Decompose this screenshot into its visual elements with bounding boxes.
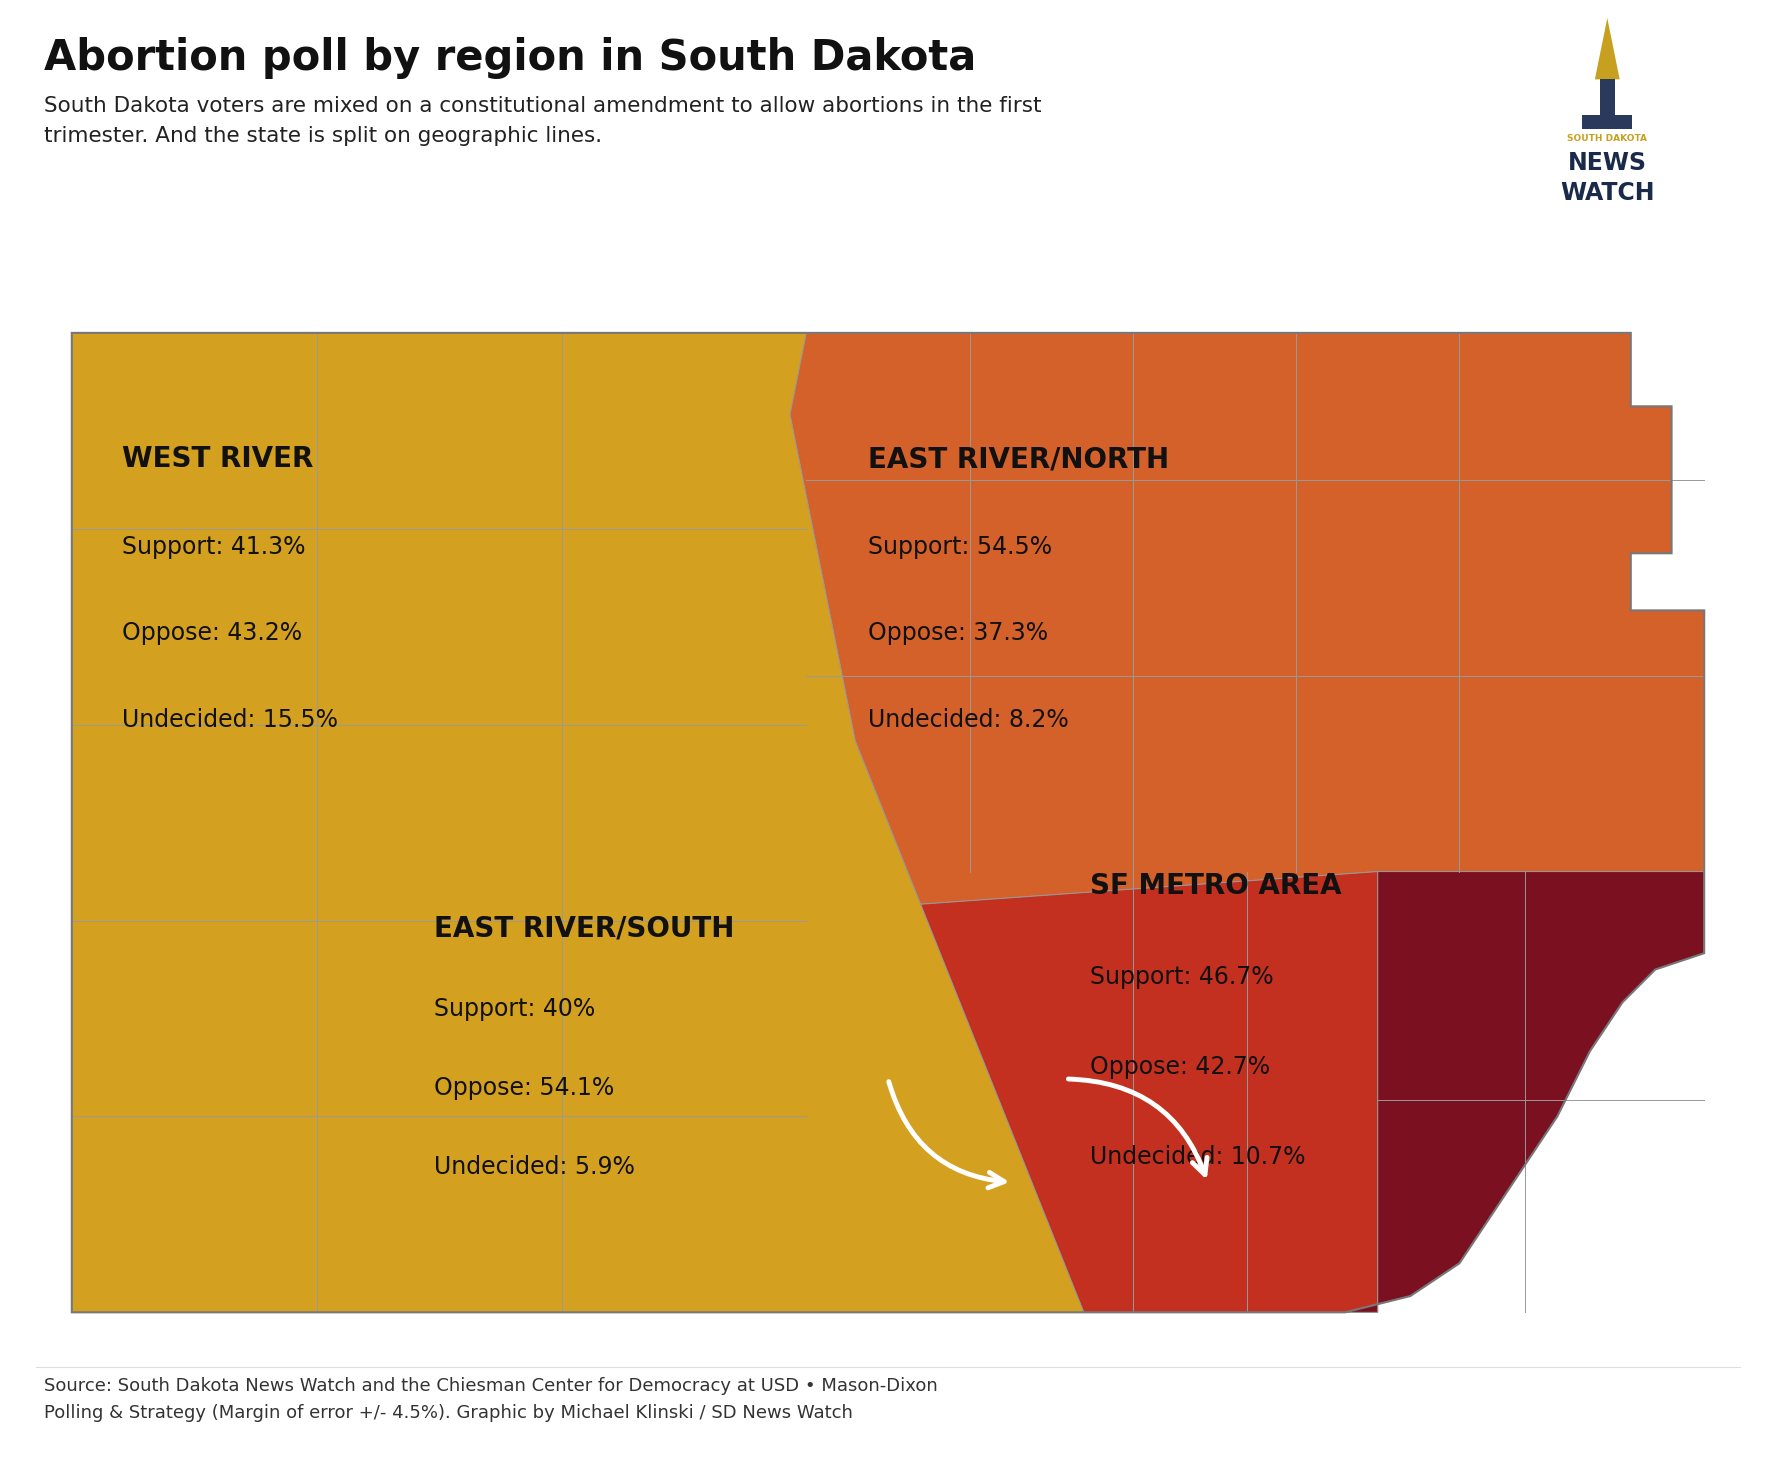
Polygon shape [1595,18,1620,80]
Polygon shape [920,872,1378,1312]
Bar [1582,115,1632,129]
Text: SOUTH DAKOTA: SOUTH DAKOTA [1566,133,1648,143]
Text: Support: 41.3%: Support: 41.3% [123,535,305,559]
FancyArrowPatch shape [888,1082,1003,1188]
Text: Undecided: 5.9%: Undecided: 5.9% [433,1156,634,1179]
Text: Abortion poll by region in South Dakota: Abortion poll by region in South Dakota [44,37,977,78]
Text: South Dakota voters are mixed on a constitutional amendment to allow abortions i: South Dakota voters are mixed on a const… [44,96,1043,146]
Text: Support: 40%: Support: 40% [433,998,595,1021]
Polygon shape [1344,872,1705,1312]
Text: Support: 54.5%: Support: 54.5% [868,535,1051,559]
Text: Oppose: 37.3%: Oppose: 37.3% [868,621,1048,646]
Text: WEST RIVER: WEST RIVER [123,445,313,473]
Text: EAST RIVER/NORTH: EAST RIVER/NORTH [868,445,1169,473]
FancyArrowPatch shape [1069,1079,1208,1175]
Polygon shape [71,333,1083,1312]
Text: Undecided: 15.5%: Undecided: 15.5% [123,708,337,732]
Text: Support: 46.7%: Support: 46.7% [1090,965,1273,989]
Text: Source: South Dakota News Watch and the Chiesman Center for Democracy at USD • M: Source: South Dakota News Watch and the … [44,1377,938,1422]
Text: Oppose: 43.2%: Oppose: 43.2% [123,621,302,646]
Text: Oppose: 54.1%: Oppose: 54.1% [433,1076,614,1100]
Text: Undecided: 8.2%: Undecided: 8.2% [868,708,1069,732]
Text: SF METRO AREA: SF METRO AREA [1090,872,1343,900]
Text: Oppose: 42.7%: Oppose: 42.7% [1090,1055,1270,1079]
Text: Undecided: 10.7%: Undecided: 10.7% [1090,1145,1305,1169]
Text: WATCH: WATCH [1559,182,1655,205]
Bar [1600,80,1614,117]
Text: NEWS: NEWS [1568,151,1646,174]
Text: EAST RIVER/SOUTH: EAST RIVER/SOUTH [433,915,733,943]
Polygon shape [790,333,1705,905]
